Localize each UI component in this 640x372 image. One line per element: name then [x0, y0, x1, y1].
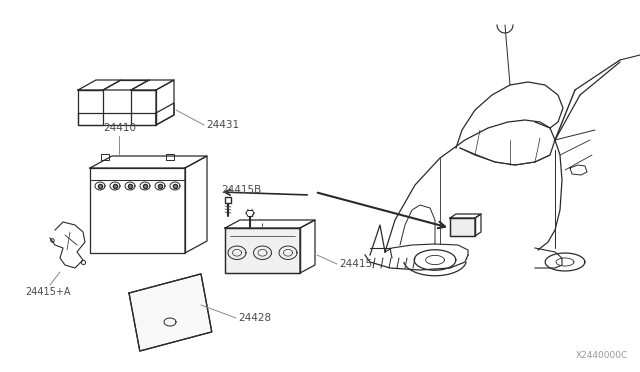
Text: 24428: 24428 [238, 313, 271, 323]
Polygon shape [225, 228, 300, 273]
Text: 24415: 24415 [339, 259, 372, 269]
Bar [166, 154, 174, 160]
Text: 24415B: 24415B [221, 185, 261, 195]
Polygon shape [450, 218, 475, 236]
Polygon shape [129, 274, 212, 351]
Text: 24410: 24410 [104, 123, 136, 133]
Bar [101, 154, 109, 160]
Text: X2440000C: X2440000C [576, 351, 628, 360]
Text: 24415+A: 24415+A [25, 287, 70, 297]
Text: 24431: 24431 [206, 120, 239, 130]
